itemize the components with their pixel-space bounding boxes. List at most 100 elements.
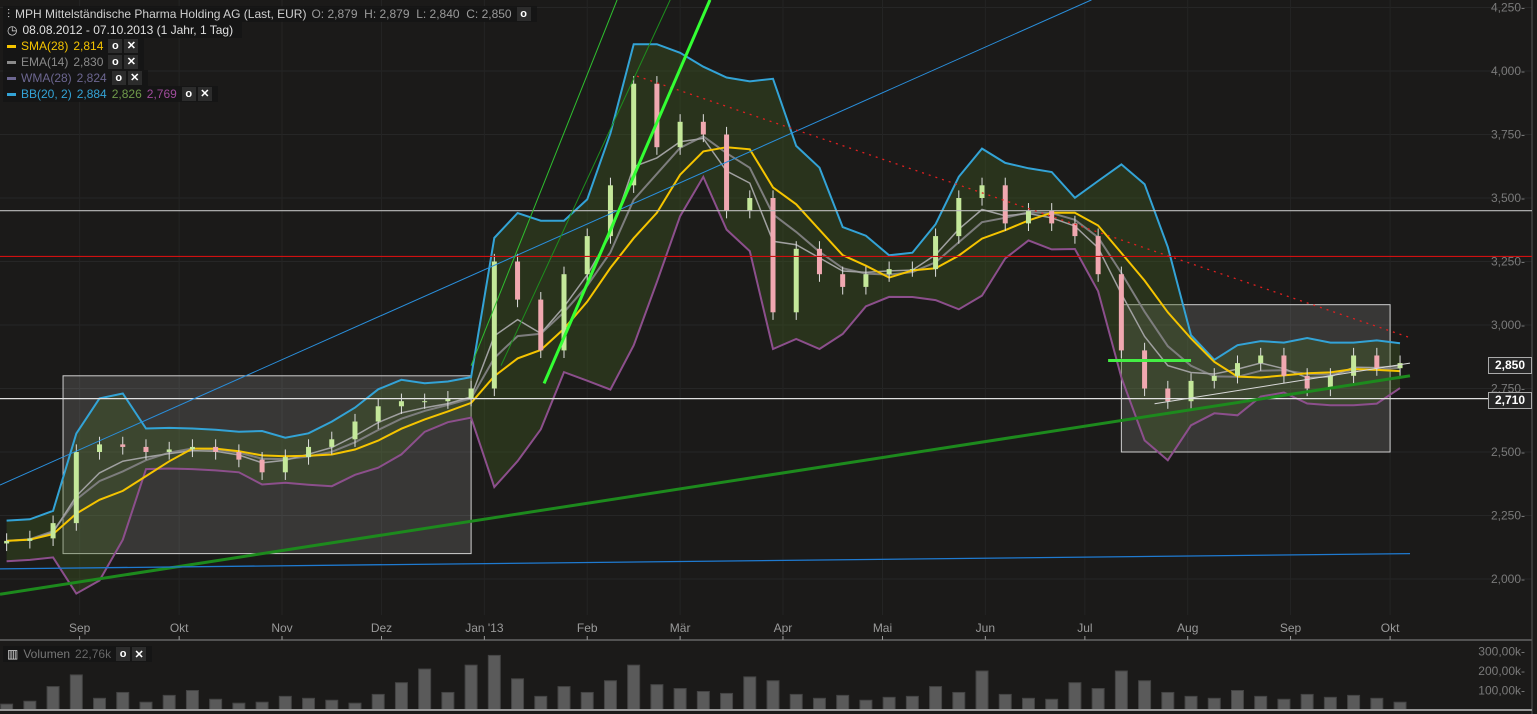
volume-bar [696, 690, 710, 711]
volume-bar [418, 668, 432, 711]
x-tick-label: Mai [873, 621, 892, 635]
candle [27, 530, 33, 549]
candle-body [1072, 223, 1078, 237]
candle [259, 452, 265, 480]
candle [1095, 228, 1101, 282]
indicator-remove-button[interactable]: ✕ [124, 55, 139, 69]
indicator-settings-button[interactable]: o [108, 39, 123, 53]
volume-bar [255, 701, 269, 711]
y-tick-label: 3,000- [1491, 318, 1525, 332]
price-tag-line: 2,710 [1488, 392, 1532, 409]
trend-line [1154, 362, 1411, 405]
x-tick-label: Jul [1077, 621, 1092, 635]
candle [933, 228, 939, 277]
volume-bar [929, 686, 943, 711]
volume-bar [69, 674, 83, 711]
candle [50, 515, 56, 546]
x-tick-label: Okt [170, 621, 189, 635]
volume-bar [348, 702, 362, 711]
indicator-value: 2,884 [76, 87, 107, 101]
candle-body [909, 269, 915, 271]
volume-bar [232, 702, 246, 711]
volume-bar [511, 678, 525, 711]
candle-body [770, 198, 776, 313]
candle-body [1165, 388, 1171, 402]
y-tick-label: 3,500- [1491, 191, 1525, 205]
volume-bar [139, 701, 153, 711]
date-range: 08.08.2012 - 07.10.2013 (1 Jahr, 1 Tag) [22, 23, 234, 37]
candle [1327, 368, 1333, 397]
candle [375, 398, 381, 430]
candle [724, 126, 730, 219]
candle [677, 114, 683, 155]
volume-bar [1347, 694, 1361, 711]
price-tag-last: 2,850 [1488, 357, 1532, 374]
candle-body [840, 274, 846, 287]
bollinger-band-fill [6, 44, 1401, 594]
x-tick-label: Jun [976, 621, 995, 635]
x-tick-label: Nov [271, 621, 292, 635]
volume-bar [1323, 696, 1337, 711]
candle-body [677, 121, 683, 148]
candle [73, 444, 79, 531]
candle-body [793, 248, 799, 313]
candle [538, 291, 544, 359]
indicator-remove-button[interactable]: ✕ [197, 87, 212, 101]
candle [143, 439, 149, 460]
candle [329, 431, 335, 455]
indicator-remove-button[interactable]: ✕ [124, 39, 139, 53]
candle [166, 441, 172, 460]
candle-body [445, 398, 451, 402]
volume-bar [1114, 670, 1128, 711]
legend-indicator-row: EMA(14) 2,830 o ✕ [3, 54, 145, 70]
candle [1072, 215, 1078, 244]
candle-body [700, 121, 706, 135]
volume-bar [1370, 697, 1384, 711]
legend-indicator-row: SMA(28) 2,814 o ✕ [3, 38, 145, 54]
settings-button[interactable]: o [516, 7, 531, 21]
candle-body [724, 134, 730, 211]
volume-bar [1254, 695, 1268, 711]
candle-body [816, 248, 822, 275]
volume-bar [534, 695, 548, 711]
legend-indicator-row: BB(20, 2) 2,884 2,826 2,769 o ✕ [3, 86, 218, 102]
candle [863, 266, 869, 295]
volume-remove-button[interactable]: ✕ [132, 647, 147, 661]
candle [4, 533, 10, 552]
volume-bar [1045, 698, 1059, 711]
candle [1025, 203, 1031, 232]
instrument-title: MPH Mittelständische Pharma Holding AG (… [15, 7, 307, 21]
candle [1258, 347, 1264, 371]
candle [979, 177, 985, 206]
candle-body [189, 446, 195, 450]
volume-legend: ▥ Volumen 22,76k o ✕ [3, 646, 153, 662]
volume-bar [209, 698, 223, 711]
candle-body [561, 274, 567, 351]
x-tick-label: Aug [1177, 621, 1198, 635]
volume-bar [1277, 698, 1291, 711]
candle-body [259, 459, 265, 473]
candle [468, 380, 474, 407]
candle [840, 266, 846, 295]
volume-bar [1068, 682, 1082, 711]
indicator-settings-button[interactable]: o [108, 55, 123, 69]
volume-bar [302, 697, 316, 711]
candle-body [73, 452, 79, 524]
candle-body [631, 83, 637, 186]
indicator-settings-button[interactable]: o [111, 71, 126, 85]
volume-settings-button[interactable]: o [116, 647, 131, 661]
y-tick-label: 4,250- [1491, 1, 1525, 15]
indicator-remove-button[interactable]: ✕ [127, 71, 142, 85]
chart-legend: ⫶ MPH Mittelständische Pharma Holding AG… [3, 6, 537, 102]
trend-line [542, 0, 712, 385]
candle [1049, 203, 1055, 232]
volume-bar [998, 693, 1012, 711]
candle [793, 241, 799, 320]
candle-body [1397, 363, 1403, 369]
volume-bar [1207, 697, 1221, 711]
volume-bar [1184, 695, 1198, 711]
indicator-value: 2,826 [111, 87, 142, 101]
volume-bar [789, 693, 803, 711]
indicator-settings-button[interactable]: o [181, 87, 196, 101]
